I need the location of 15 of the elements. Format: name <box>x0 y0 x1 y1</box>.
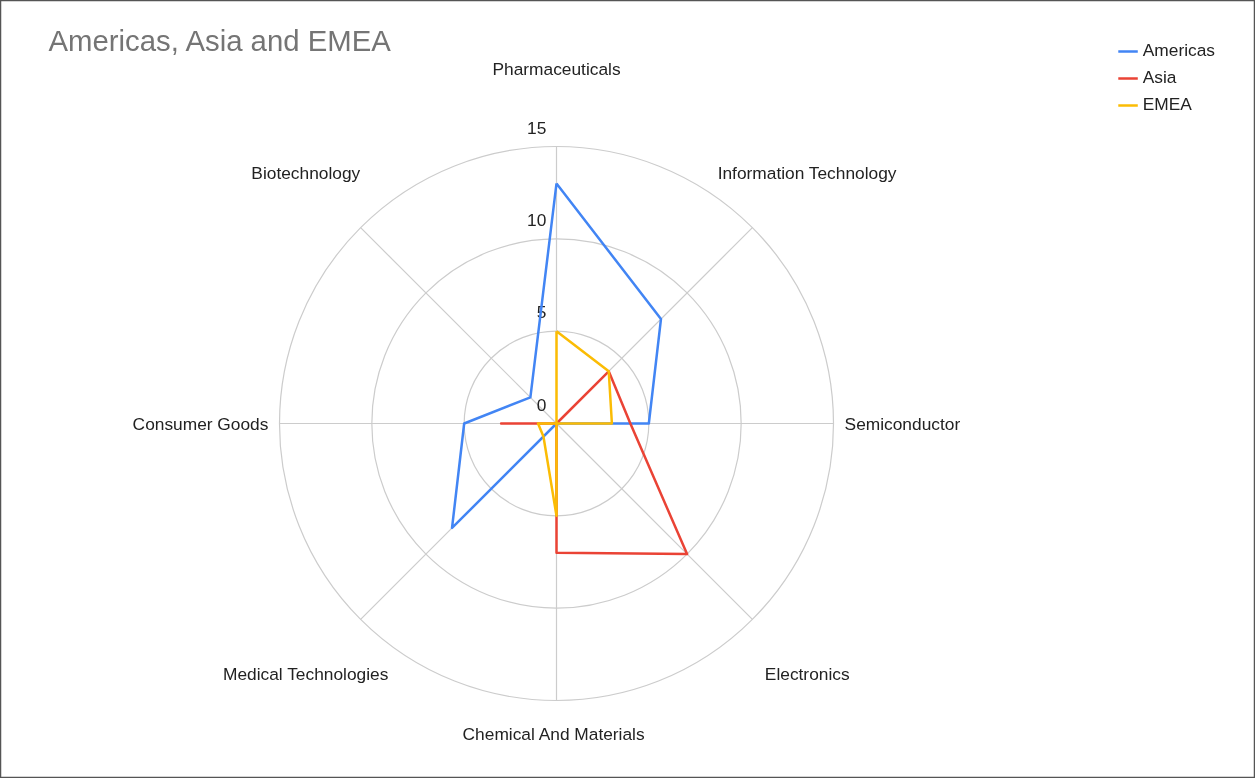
spoke-label: Information Technology <box>717 162 897 183</box>
spoke-label: Semiconductor <box>844 413 961 434</box>
spoke-label: Chemical And Materials <box>462 723 645 744</box>
y-tick-label: 10 <box>527 209 547 230</box>
legend-label: EMEA <box>1142 94 1192 115</box>
legend-label: Asia <box>1142 67 1177 88</box>
spoke-label: Pharmaceuticals <box>492 58 621 79</box>
spoke-label: Consumer Goods <box>132 413 269 434</box>
spoke-label: Electronics <box>764 664 850 685</box>
y-tick-label: 0 <box>536 394 547 415</box>
legend-label: Americas <box>1142 40 1215 61</box>
y-tick-label: 15 <box>527 117 547 138</box>
spoke-label: Biotechnology <box>251 162 361 183</box>
spoke-label: Medical Technologies <box>222 664 389 685</box>
chart-title: Americas, Asia and EMEA <box>48 24 392 57</box>
